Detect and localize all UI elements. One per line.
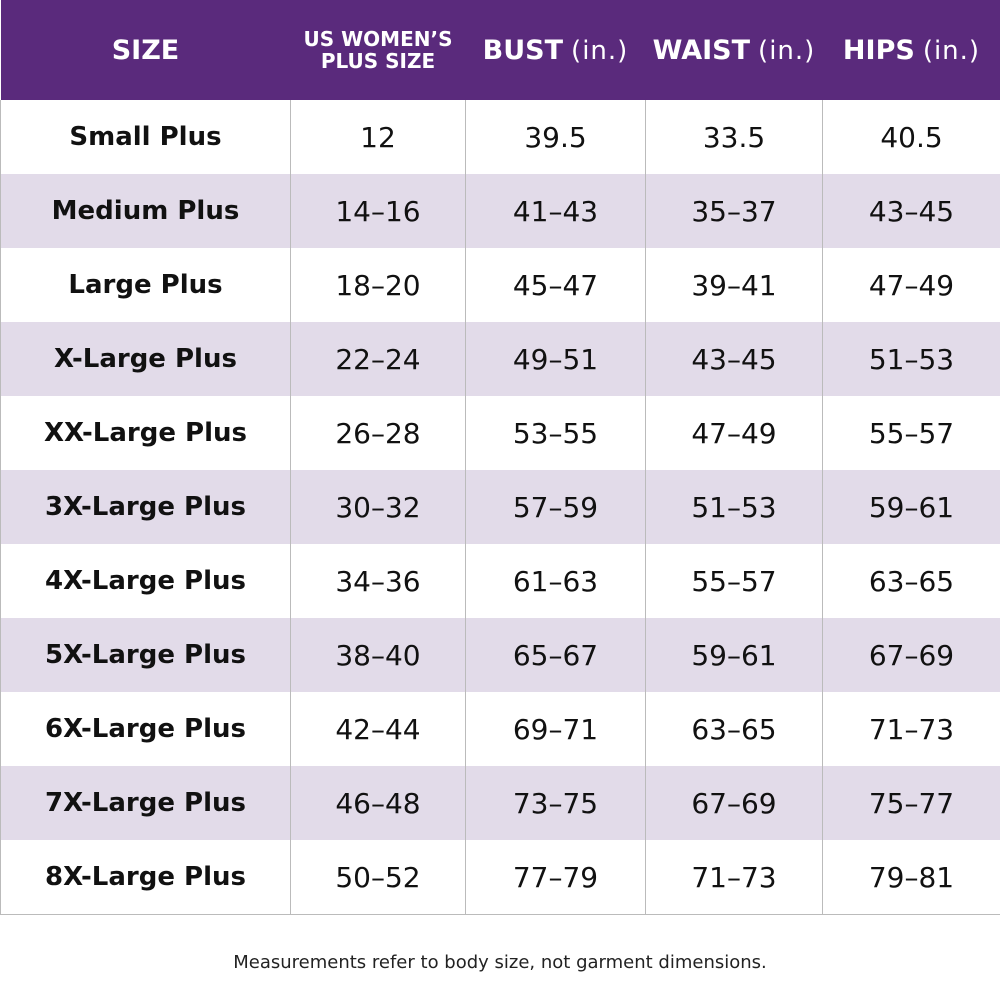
cell-value: 55–57: [645, 544, 823, 618]
size-name: X-Large Plus: [0, 322, 291, 396]
cell-value: 55–57: [822, 396, 1000, 470]
cell-value: 53–55: [465, 396, 646, 470]
cell-value: 59–61: [822, 470, 1000, 544]
size-name: Large Plus: [0, 248, 291, 322]
cell-value: 40.5: [822, 100, 1000, 174]
cell-value: 57–59: [465, 470, 646, 544]
cell-value: 73–75: [465, 766, 646, 840]
cell-value: 47–49: [645, 396, 823, 470]
column-header: US WOMEN’S PLUS SIZE: [290, 0, 466, 100]
header-label: HIPS: [842, 34, 915, 66]
table-row: Small Plus 12 39.5 33.5 40.5: [0, 100, 1000, 174]
column-header: WAIST (in.): [645, 0, 823, 100]
size-name: 3X-Large Plus: [0, 470, 291, 544]
table-row: 6X-Large Plus 42–44 69–71 63–65 71–73: [0, 692, 1000, 766]
cell-value: 22–24: [290, 322, 466, 396]
column-header: SIZE: [0, 0, 291, 100]
table-row: 8X-Large Plus 50–52 77–79 71–73 79–81: [0, 840, 1000, 915]
header-unit: (in.): [571, 35, 629, 66]
cell-value: 77–79: [465, 840, 646, 915]
cell-value: 45–47: [465, 248, 646, 322]
cell-value: 38–40: [290, 618, 466, 692]
cell-value: 41–43: [465, 174, 646, 248]
header-row: SIZE US WOMEN’S PLUS SIZE BUST (in.) WAIST (in…: [0, 0, 1000, 100]
table-row: Large Plus 18–20 45–47 39–41 47–49: [0, 248, 1000, 322]
cell-value: 33.5: [645, 100, 823, 174]
cell-value: 71–73: [822, 692, 1000, 766]
size-name: XX-Large Plus: [0, 396, 291, 470]
header-line: PLUS SIZE: [320, 49, 436, 73]
cell-value: 14–16: [290, 174, 466, 248]
cell-value: 65–67: [465, 618, 646, 692]
cell-value: 39.5: [465, 100, 646, 174]
size-name: 6X-Large Plus: [0, 692, 291, 766]
cell-value: 59–61: [645, 618, 823, 692]
cell-value: 63–65: [822, 544, 1000, 618]
table-body: Small Plus 12 39.5 33.5 40.5 Medium Plus 14–16…: [0, 100, 1000, 915]
size-name: 8X-Large Plus: [0, 840, 291, 915]
cell-value: 46–48: [290, 766, 466, 840]
cell-value: 50–52: [290, 840, 466, 915]
column-header: HIPS (in.): [822, 0, 1000, 100]
cell-value: 35–37: [645, 174, 823, 248]
cell-value: 26–28: [290, 396, 466, 470]
header-line: US WOMEN’S: [303, 27, 453, 51]
cell-value: 67–69: [822, 618, 1000, 692]
size-name: Small Plus: [0, 100, 291, 174]
size-name: 7X-Large Plus: [0, 766, 291, 840]
cell-value: 30–32: [290, 470, 466, 544]
header-unit: (in.): [758, 35, 816, 66]
column-header: BUST (in.): [465, 0, 646, 100]
cell-value: 18–20: [290, 248, 466, 322]
cell-value: 69–71: [465, 692, 646, 766]
cell-value: 34–36: [290, 544, 466, 618]
size-table: SIZE US WOMEN’S PLUS SIZE BUST (in.) WAIST (in…: [0, 0, 1000, 915]
footnote: Measurements refer to body size, not gar…: [233, 952, 767, 973]
cell-value: 43–45: [645, 322, 823, 396]
table-row: 7X-Large Plus 46–48 73–75 67–69 75–77: [0, 766, 1000, 840]
table-row: 5X-Large Plus 38–40 65–67 59–61 67–69: [0, 618, 1000, 692]
cell-value: 39–41: [645, 248, 823, 322]
cell-value: 43–45: [822, 174, 1000, 248]
header-label: WAIST: [652, 34, 751, 66]
header-label: SIZE: [111, 34, 180, 66]
cell-value: 61–63: [465, 544, 646, 618]
table-row: 4X-Large Plus 34–36 61–63 55–57 63–65: [0, 544, 1000, 618]
cell-value: 63–65: [645, 692, 823, 766]
header-label: BUST: [482, 34, 564, 66]
header-unit: (in.): [922, 35, 981, 66]
cell-value: 75–77: [822, 766, 1000, 840]
table-row: Medium Plus 14–16 41–43 35–37 43–45: [0, 174, 1000, 248]
cell-value: 51–53: [822, 322, 1000, 396]
table-row: 3X-Large Plus 30–32 57–59 51–53 59–61: [0, 470, 1000, 544]
cell-value: 71–73: [645, 840, 823, 915]
cell-value: 67–69: [645, 766, 823, 840]
table-row: XX-Large Plus 26–28 53–55 47–49 55–57: [0, 396, 1000, 470]
cell-value: 51–53: [645, 470, 823, 544]
size-name: 4X-Large Plus: [0, 544, 291, 618]
cell-value: 49–51: [465, 322, 646, 396]
cell-value: 47–49: [822, 248, 1000, 322]
size-name: Medium Plus: [0, 174, 291, 248]
cell-value: 12: [290, 100, 466, 174]
table-row: X-Large Plus 22–24 49–51 43–45 51–53: [0, 322, 1000, 396]
cell-value: 79–81: [822, 840, 1000, 915]
cell-value: 42–44: [290, 692, 466, 766]
size-name: 5X-Large Plus: [0, 618, 291, 692]
